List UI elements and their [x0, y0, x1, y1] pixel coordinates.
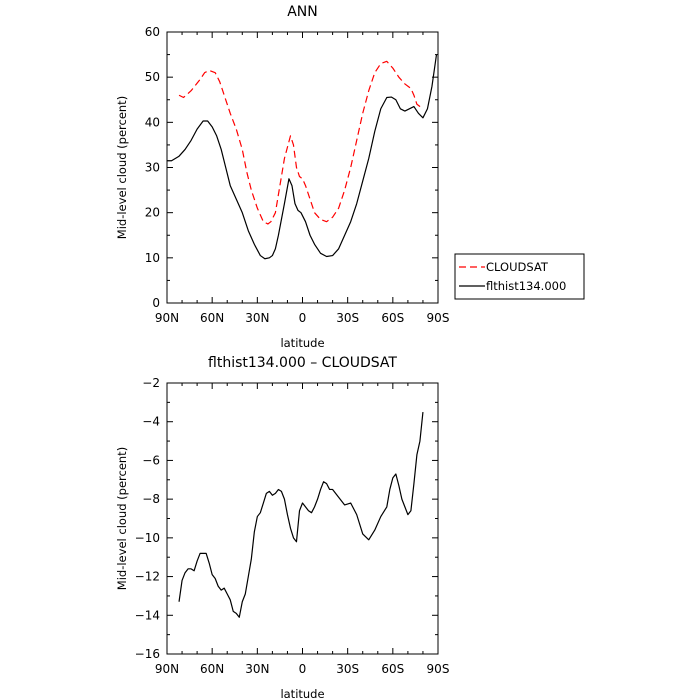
y-tick-label: 20 — [145, 206, 160, 220]
chart-title: ANN — [287, 4, 318, 20]
y-tick-label: −16 — [135, 647, 160, 661]
x-tick-label: 30S — [336, 662, 359, 676]
x-tick-label: 30N — [245, 311, 269, 325]
x-tick-label: 30N — [245, 662, 269, 676]
y-tick-label: 30 — [145, 161, 160, 175]
x-axis-title: latitude — [280, 336, 324, 350]
y-tick-label: 10 — [145, 251, 160, 265]
legend-box — [454, 253, 585, 300]
y-tick-label: 0 — [152, 296, 160, 310]
y-axis-title: Mid-level cloud (percent) — [115, 96, 129, 239]
series-line-1 — [178, 411, 424, 618]
y-tick-label: −2 — [142, 376, 160, 390]
x-tick-label: 90S — [427, 311, 450, 325]
x-tick-label: 90N — [155, 662, 179, 676]
y-tick-label: 50 — [145, 70, 160, 84]
plot-frame — [166, 382, 439, 655]
legend-label: CLOUDSAT — [486, 260, 549, 274]
series-line-cloudsat — [178, 60, 424, 225]
plot-frame — [166, 31, 439, 304]
x-tick-label: 90N — [155, 311, 179, 325]
chart-title: flthist134.000 – CLOUDSAT — [208, 355, 397, 371]
y-tick-label: −14 — [135, 608, 160, 622]
x-tick-label: 0 — [299, 662, 307, 676]
y-tick-label: −4 — [142, 415, 160, 429]
y-tick-label: 60 — [145, 25, 160, 39]
y-tick-label: −8 — [142, 492, 160, 506]
x-tick-label: 60S — [381, 311, 404, 325]
series-group — [178, 411, 424, 618]
legend-label: flthist134.000 — [486, 279, 566, 293]
chart-panel-2: flthist134.000 – CLOUDSAT 90N 60N 30N 0 30S 60… — [115, 355, 449, 700]
x-tick-label: 60S — [381, 662, 404, 676]
series-line-flthist134-000 — [167, 54, 438, 260]
x-tick-label: 30S — [336, 311, 359, 325]
x-axis-title: latitude — [280, 687, 324, 700]
chart-panel-1: ANN 90N 60N 30N 0 30S 60S 90S 0 10 20 30 40 50 60 latit… — [115, 4, 585, 350]
x-tick-label: 90S — [427, 662, 450, 676]
legend: CLOUDSAT flthist134.000 — [454, 253, 585, 300]
y-axis-title: Mid-level cloud (percent) — [115, 447, 129, 590]
x-tick-label: 60N — [200, 311, 224, 325]
y-tick-label: 40 — [145, 115, 160, 129]
y-tick-label: −12 — [135, 570, 160, 584]
series-group — [167, 54, 438, 260]
x-tick-label: 0 — [299, 311, 307, 325]
x-tick-label: 60N — [200, 662, 224, 676]
y-tick-label: −10 — [135, 531, 160, 545]
y-tick-label: −6 — [142, 453, 160, 467]
